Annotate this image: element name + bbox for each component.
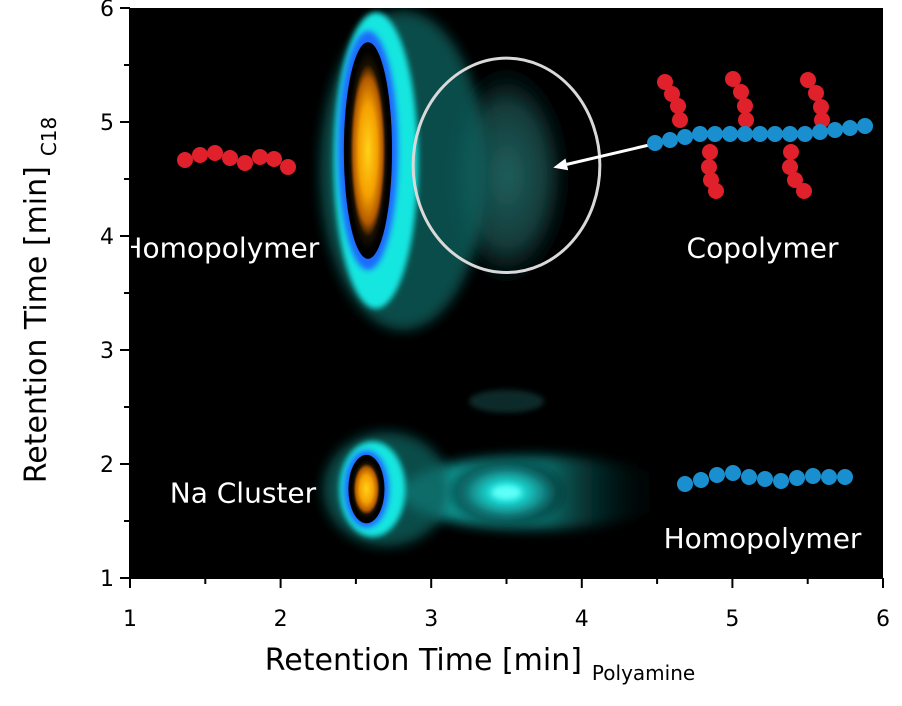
peak-upper-core (347, 50, 389, 251)
chain-blue-homopolymer-bead (805, 468, 821, 484)
chain-copolymer-backbone-bead (722, 126, 738, 142)
chain-copolymer-arm-bead (783, 144, 799, 160)
chain-copolymer-arm-bead (737, 98, 753, 114)
chain-copolymer-backbone (647, 118, 873, 151)
chain-red-homopolymer-bead (252, 149, 268, 165)
y-tick-label: 3 (100, 339, 114, 364)
chain-copolymer-backbone-bead (797, 126, 813, 142)
y-axis-subscript: C18 (37, 117, 61, 156)
chain-blue-homopolymer-bead (821, 469, 837, 485)
x-tick-label: 4 (575, 607, 589, 632)
polymer-illustrations (177, 71, 873, 492)
chain-copolymer-arm-bead (708, 183, 724, 199)
axes: 1 2 3 4 5 6 1 2 3 4 5 6 (100, 0, 890, 632)
annotation-homopolymer-bottom: Homopolymer (664, 522, 862, 555)
chain-blue-homopolymer-bead (693, 472, 709, 488)
x-axis-subscript: Polyamine (592, 661, 695, 685)
peak-faint-spot (468, 389, 545, 413)
svg-text:Retention Time [min]C18: Retention Time [min] C18 (19, 117, 61, 484)
y-tick-label: 4 (100, 225, 114, 250)
chain-copolymer-arm-bead (796, 183, 812, 199)
chain-copolymer-backbone-bead (782, 126, 798, 142)
chain-copolymer-backbone-bead (857, 118, 873, 134)
chain-copolymer-arm-bead (664, 86, 680, 102)
chain-copolymer-backbone-bead (662, 132, 678, 148)
x-tick-label: 6 (876, 607, 890, 632)
chain-copolymer-arm-bead (808, 85, 824, 101)
x-tick-label: 2 (274, 607, 288, 632)
chain-red-homopolymer-bead (237, 155, 253, 171)
x-tick-label: 1 (123, 607, 137, 632)
chain-blue-homopolymer (677, 465, 853, 492)
chain-blue-homopolymer-bead (725, 465, 741, 481)
chain-copolymer-backbone-bead (677, 129, 693, 145)
annotation-copolymer: Copolymer (687, 231, 839, 264)
peak-na-core (351, 459, 382, 519)
chain-copolymer-arm-bead (672, 112, 688, 128)
chain-copolymer-backbone-bead (647, 135, 663, 151)
chain-red-homopolymer-bead (280, 159, 296, 175)
chain-red-homopolymer-bead (207, 145, 223, 161)
chain-copolymer-arm-bead (738, 112, 754, 128)
chain-copolymer-arm-bead (725, 71, 741, 87)
chain-blue-homopolymer-bead (677, 476, 693, 492)
chain-copolymer-arm-bead (800, 72, 816, 88)
chain-copolymer-arm-bead (701, 159, 717, 175)
y-tick-label: 5 (100, 111, 114, 136)
chain-copolymer-backbone-bead (692, 126, 708, 142)
y-tick-label: 1 (100, 567, 114, 592)
chain-copolymer-backbone-bead (842, 120, 858, 136)
y-axis-label: Retention Time [min] (19, 166, 54, 483)
heatmap-layer (320, 10, 673, 547)
chain-red-homopolymer-bead (192, 147, 208, 163)
chain-blue-homopolymer-bead (837, 469, 853, 485)
chain-red-homopolymer-bead (266, 151, 282, 167)
chain-blue-homopolymer-bead (789, 470, 805, 486)
chain-red-homopolymer-bead (177, 152, 193, 168)
chain-copolymer-arm-bead (657, 74, 673, 90)
chain-copolymer-arm-bead (782, 159, 798, 175)
chain-copolymer-backbone-bead (737, 126, 753, 142)
chain-copolymer-backbone-bead (767, 126, 783, 142)
chain-copolymer-backbone-bead (827, 122, 843, 138)
y-axis-title: Retention Time [min] C18 (19, 117, 61, 484)
chain-blue-homopolymer-bead (757, 471, 773, 487)
chain-copolymer-backbone-bead (707, 126, 723, 142)
svg-text:Retention Time [min]Polyamine: Retention Time [min] Polyamine (265, 643, 695, 685)
chain-copolymer-arm-bead (814, 112, 830, 128)
y-tick-label: 2 (100, 453, 114, 478)
chain-blue-homopolymer-bead (709, 467, 725, 483)
highlight-ellipse (411, 56, 602, 274)
chain-blue-homopolymer-bead (741, 469, 757, 485)
chain-copolymer-arm-bead (670, 98, 686, 114)
x-tick-label: 5 (725, 607, 739, 632)
annotation-na-cluster: Na Cluster (170, 477, 317, 510)
x-axis-title: Retention Time [min] Polyamine (265, 643, 695, 685)
chain-copolymer-arm (657, 74, 688, 128)
chain-copolymer-backbone-bead (752, 126, 768, 142)
chain-copolymer-arm-bead (787, 172, 803, 188)
chain-copolymer-arm-bead (702, 144, 718, 160)
peak-lower-core (491, 485, 522, 500)
chain-copolymer-arm (800, 72, 830, 128)
x-tick-label: 3 (424, 607, 438, 632)
x-axis-label: Retention Time [min] (265, 643, 582, 678)
annotation-homopolymer-top: Homopolymer (121, 231, 319, 264)
chain-copolymer-arm (782, 144, 812, 199)
chain-copolymer-arm-bead (733, 84, 749, 100)
y-tick-label: 6 (100, 0, 114, 22)
chain-blue-homopolymer-bead (773, 473, 789, 489)
chain-copolymer-arm (725, 71, 754, 128)
chain-red-homopolymer (177, 145, 296, 175)
chain-copolymer-arm-bead (813, 99, 829, 115)
chain-red-homopolymer-bead (222, 150, 238, 166)
chain-copolymer-backbone-bead (812, 124, 828, 140)
chain-copolymer-arm (701, 144, 724, 199)
